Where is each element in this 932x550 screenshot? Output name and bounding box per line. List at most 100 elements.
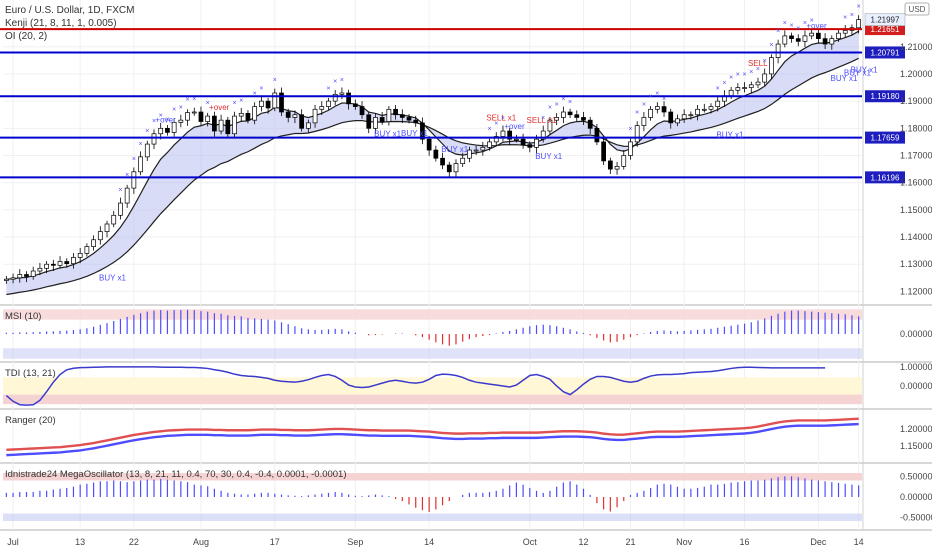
candle-body [359,106,365,116]
candle [359,101,365,119]
candle-body [151,133,157,145]
candle-body [520,138,526,145]
candle-body [198,111,204,122]
candle-body [634,125,640,143]
candle-body [728,89,734,97]
candle-body [3,278,9,281]
x-marker: × [159,112,163,119]
candle [782,30,788,48]
candle-body [675,118,680,124]
candle [574,110,580,122]
candle [520,133,526,149]
msi-pane-label: MSI (10) [5,311,41,322]
candle [252,102,258,125]
candle-body [165,127,170,133]
candle-body [493,136,499,143]
x-marker: × [843,15,847,22]
candle [285,108,291,123]
candle [84,243,90,257]
x-marker: × [628,126,632,133]
candle [373,113,378,135]
candle [399,109,405,124]
level-tag-label: 1.19180 [871,92,900,101]
candle-body [809,32,815,37]
candle-body [144,143,150,158]
time-tick-label: Aug [193,537,209,547]
time-tick-label: 22 [129,537,139,547]
x-marker: × [736,72,740,79]
ranger-pane-label: Ranger (20) [5,415,56,426]
x-marker: × [810,17,814,24]
candle-body [581,117,586,121]
price-tick-label: 1.13000 [900,259,932,269]
x-marker: × [118,187,122,194]
candle-body [715,100,721,107]
candle-body [332,93,338,102]
candle [77,247,83,264]
candle-body [500,130,506,137]
time-tick-label: Dec [810,537,827,547]
level-tag [865,46,905,59]
x-marker: × [487,126,491,133]
candle-body [292,114,298,118]
price-axis: 1.12000 1.13000 1.14000 1.15000 1.16000 1.170… [900,42,932,297]
ranger-lower-line [6,422,859,457]
x-marker: × [206,100,210,107]
level-tag [865,23,905,36]
candle [628,138,633,160]
ranger-tick-label: 1.15000 [900,441,932,451]
candle-body [124,187,130,204]
candle [748,81,754,94]
x-marker: × [326,85,330,92]
mega-tick-label: -0.50000 [900,513,932,523]
candle [151,129,157,149]
tdi-tick-label: 1.00000 [900,362,932,372]
x-marker: × [232,100,236,107]
candle-body [594,127,600,143]
candle [836,28,841,42]
candle-body [279,92,284,113]
candle-body [514,138,519,141]
candle [789,32,794,43]
x-marker: × [850,12,854,19]
x-marker: × [152,118,156,125]
x-marker: × [501,115,505,122]
candle [191,107,197,116]
price-tick-label: 1.15000 [900,205,932,215]
x-marker: × [642,102,646,109]
candle [144,140,150,161]
candle [406,114,412,124]
candle-body [138,156,143,173]
candle [467,146,472,163]
mega-tick-label: 0.00000 [900,492,932,502]
candle-body [57,261,63,266]
candle-body [379,117,385,122]
candle [715,96,721,112]
buy-signal-label: BUY x1 [374,129,402,138]
candle-body [191,111,197,114]
candle-body [775,43,781,58]
candle-body [587,119,593,129]
candle [493,132,499,146]
legend: Euro / U.S. Dollar, 1D, FXCM Kenji (21, … [5,5,134,42]
candle-body [628,141,633,156]
candle-body [131,171,137,189]
candle-body [755,81,761,86]
time-tick-label: 13 [75,537,85,547]
candle [305,119,311,133]
x-marker: × [561,96,565,103]
buy-signal-label: BUY x1 [441,145,469,154]
candle [540,125,546,143]
mega-upper-zone [3,473,862,481]
indicator-oi-label: OI (20, 2) [5,31,47,42]
candle-body [299,114,305,129]
level-tag-label: 1.16196 [871,173,900,182]
symbol-title: Euro / U.S. Dollar, 1D, FXCM [5,5,134,16]
candle-body [708,106,714,110]
candle-body [440,157,445,166]
price-tick-label: 1.21000 [900,42,932,52]
candle [30,266,36,280]
msi-upper-zone [3,309,862,320]
candle [842,25,848,38]
